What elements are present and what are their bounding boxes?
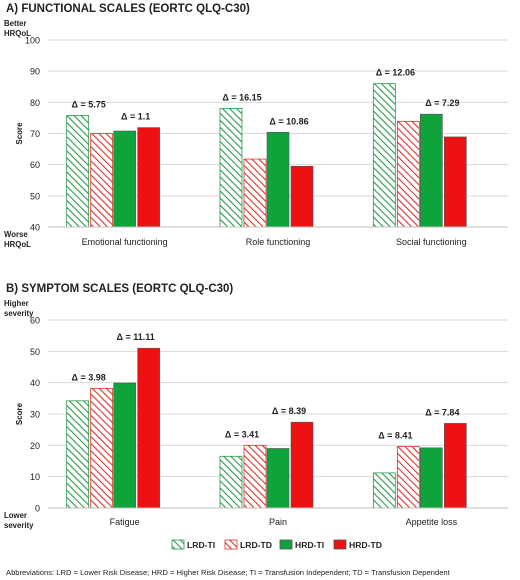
abbreviations-note: Abbreviations: LRD = Lower Risk Disease;… [6, 568, 451, 577]
symptom-bar-lrd_ti [219, 455, 243, 509]
functional-bar-lrd_ti [372, 83, 396, 228]
functional-bottom-note: Worse [4, 230, 28, 239]
legend-swatch-hrd_ti [279, 539, 293, 550]
symptom-bar-lrd_td [243, 444, 267, 509]
functional-delta-lrd: Δ = 16.15 [222, 93, 261, 103]
functional-bar-lrd_ti [219, 108, 243, 228]
legend-label-hrd_ti: HRD-TI [295, 540, 324, 550]
symptom-category-label: Pain [269, 517, 287, 527]
functional-delta-hrd: Δ = 7.29 [425, 98, 459, 108]
symptom-y-tick-label: 0 [35, 504, 40, 514]
symptom-bar-lrd_td [90, 387, 114, 509]
symptom-y-tick-label: 20 [30, 441, 40, 451]
functional-y-tick-label: 70 [30, 129, 40, 139]
symptom-bottom-note: severity [4, 521, 34, 530]
functional-bar-lrd_td [396, 120, 420, 228]
functional-category-label: Social functioning [396, 237, 467, 247]
functional-bar-hrd_ti [420, 113, 443, 228]
symptom-chart-title: B) SYMPTOM SCALES (EORTC QLQ-C30) [6, 283, 233, 295]
symptom-y-axis-label: Score [15, 402, 24, 425]
symptom-category-label: Fatigue [110, 517, 140, 527]
symptom-bar-hrd_td [290, 421, 314, 509]
functional-bar-hrd_td [137, 127, 160, 228]
legend-swatch-hrd_td [333, 539, 347, 550]
symptom-y-tick-label: 60 [30, 316, 40, 326]
symptom-bar-hrd_ti [266, 448, 290, 509]
functional-bar-hrd_ti [266, 131, 290, 228]
functional-delta-lrd: Δ = 5.75 [72, 99, 106, 109]
functional-delta-hrd: Δ = 1.1 [121, 112, 150, 122]
legend-swatch-lrd_td [224, 539, 238, 550]
symptom-delta-hrd: Δ = 7.84 [425, 407, 459, 417]
functional-delta-lrd: Δ = 12.06 [376, 68, 415, 78]
legend-label-lrd_ti: LRD-TI [187, 540, 215, 550]
functional-top-note: HRQoL [4, 29, 31, 38]
symptom-category-label: Appetite loss [406, 517, 458, 527]
functional-y-tick-label: 100 [25, 36, 40, 46]
legend-label-lrd_td: LRD-TD [240, 540, 272, 550]
functional-scales-chart: A) FUNCTIONAL SCALES (EORTC QLQ-C30) 40 50… [4, 3, 508, 249]
symptom-delta-lrd: Δ = 8.41 [378, 431, 412, 441]
symptom-delta-lrd: Δ = 3.41 [225, 429, 259, 439]
symptom-bottom-note: Lower [4, 511, 27, 520]
symptom-bar-hrd_td [444, 423, 467, 509]
functional-y-tick-label: 90 [30, 67, 40, 77]
functional-bottom-note: HRQoL [4, 240, 31, 249]
functional-bar-hrd_ti [113, 130, 136, 228]
functional-bar-lrd_ti [66, 115, 90, 228]
functional-y-tick-label: 60 [30, 160, 40, 170]
legend-swatch-lrd_ti [171, 539, 185, 550]
functional-delta-hrd: Δ = 10.86 [269, 116, 308, 126]
symptom-bar-hrd_ti [420, 447, 443, 509]
legend-label-hrd_td: HRD-TD [349, 540, 382, 550]
symptom-bar-lrd_td [396, 446, 420, 509]
functional-top-note: Better [4, 19, 27, 28]
symptom-delta-hrd: Δ = 8.39 [272, 406, 306, 416]
symptom-top-note: Higher [4, 299, 29, 308]
functional-bar-lrd_td [90, 133, 114, 228]
symptom-y-tick-label: 40 [30, 378, 40, 388]
symptom-y-tick-label: 10 [30, 472, 40, 482]
functional-y-axis-label: Score [15, 122, 24, 145]
functional-bar-hrd_td [290, 165, 314, 228]
functional-category-label: Emotional functioning [82, 237, 168, 247]
symptom-y-tick-label: 50 [30, 347, 40, 357]
symptom-top-note: severity [4, 309, 34, 318]
symptom-y-tick-label: 30 [30, 410, 40, 420]
functional-bar-lrd_td [243, 158, 267, 228]
functional-y-tick-label: 50 [30, 191, 40, 201]
symptom-bar-lrd_ti [66, 400, 90, 509]
symptom-delta-lrd: Δ = 3.98 [72, 372, 106, 382]
functional-y-tick-label: 80 [30, 98, 40, 108]
symptom-bar-lrd_ti [372, 472, 396, 509]
symptom-scales-chart: B) SYMPTOM SCALES (EORTC QLQ-C30) 0 10 20 30… [4, 283, 508, 530]
symptom-bar-hrd_td [137, 347, 160, 509]
symptom-bar-hrd_ti [113, 382, 136, 509]
functional-category-label: Role functioning [246, 237, 311, 247]
functional-chart-title: A) FUNCTIONAL SCALES (EORTC QLQ-C30) [6, 3, 250, 15]
legend: LRD-TI LRD-TD HRD-TI HRD-TD [171, 539, 382, 550]
symptom-delta-hrd: Δ = 11.11 [117, 332, 155, 342]
functional-bar-hrd_td [444, 136, 467, 228]
functional-y-tick-label: 40 [30, 223, 40, 233]
